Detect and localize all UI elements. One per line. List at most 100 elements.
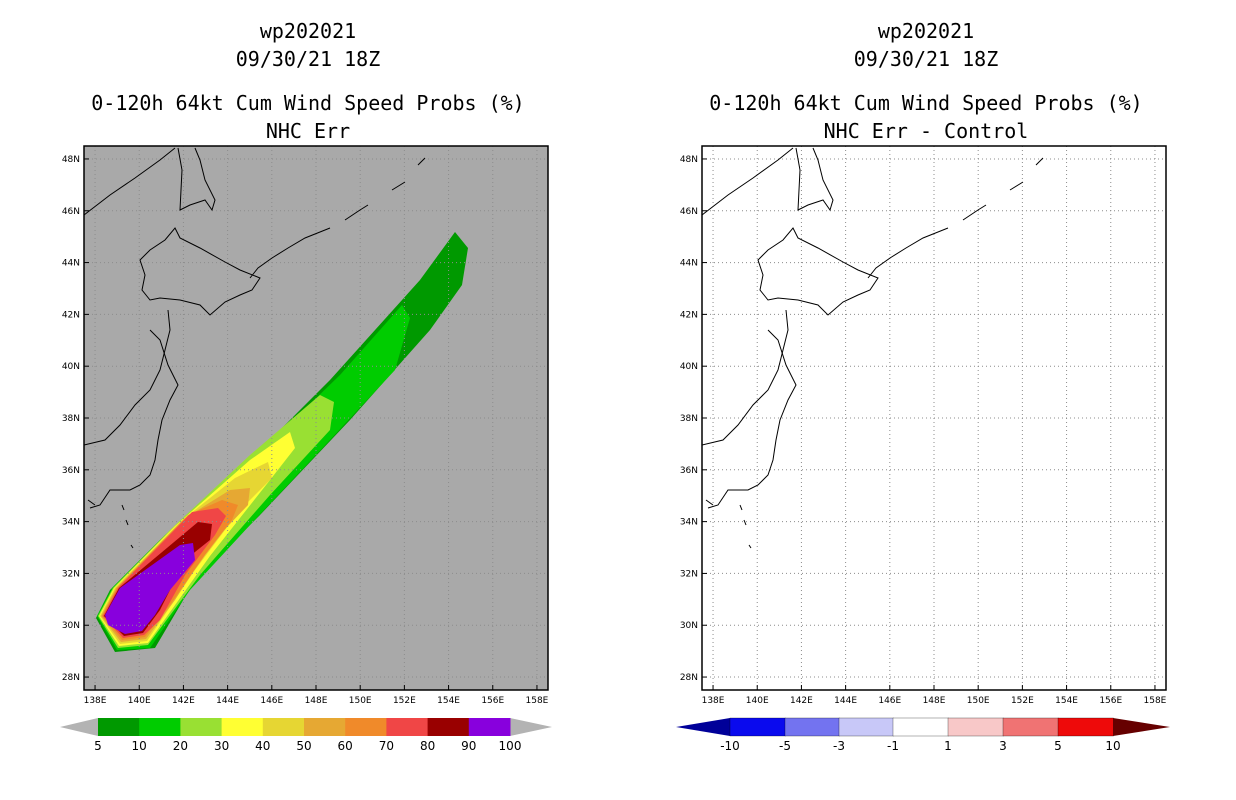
x-tick-label: 152E (393, 696, 416, 706)
colorbar-segment (947, 717, 1004, 737)
colorbar-segment (98, 718, 140, 736)
sakhalin-coast (795, 147, 834, 212)
colorbar-label: 40 (255, 739, 270, 753)
honshu-coast (705, 329, 797, 509)
y-tick-label: 44N (62, 259, 80, 269)
x-tick-label: 158E (1144, 696, 1167, 706)
left-panel: wp202021 09/30/21 18Z 0-120h 64kt Cum Wi… (60, 19, 552, 753)
colorbar-label: 5 (94, 739, 102, 753)
colorbar-label: 90 (461, 739, 476, 753)
colorbar-segment (304, 718, 346, 736)
x-tick-label: 138E (702, 696, 725, 706)
y-tick-label: 40N (680, 362, 698, 372)
y-tick-label: 30N (62, 621, 80, 631)
right-axis-ticks: 138E 140E 142E 144E 146E 148E 150E 152E 154E 156E… (680, 155, 1167, 706)
colorbar-label: -10 (720, 739, 740, 753)
colorbar-label: 5 (1054, 739, 1062, 753)
x-tick-label: 150E (967, 696, 990, 706)
colorbar-segment (386, 718, 429, 736)
colorbar-label: -3 (833, 739, 845, 753)
y-tick-label: 28N (62, 673, 80, 683)
colorbar-label: 100 (499, 739, 522, 753)
y-tick-label: 34N (62, 518, 80, 528)
y-tick-label: 42N (680, 310, 698, 320)
left-grid-lines (84, 146, 548, 690)
colorbar-end-high (1113, 718, 1170, 736)
colorbar-segment (1002, 717, 1059, 737)
colorbar-end-high (510, 718, 552, 736)
x-tick-label: 142E (172, 696, 195, 706)
y-tick-label: 46N (680, 207, 698, 217)
colorbar-segment (221, 718, 264, 736)
colorbar-segment (468, 718, 511, 736)
y-tick-label: 48N (680, 155, 698, 165)
left-coastlines (84, 147, 426, 549)
izu-islands (739, 504, 752, 549)
right-map-area (702, 146, 1166, 690)
x-tick-label: 158E (526, 696, 549, 706)
colorbar-label: 30 (214, 739, 229, 753)
honshu-coast (87, 329, 179, 509)
x-tick-label: 142E (790, 696, 813, 706)
x-tick-label: 144E (216, 696, 239, 706)
left-title-product: 0-120h 64kt Cum Wind Speed Probs (%) (91, 91, 524, 115)
kuril-islands (867, 157, 1044, 279)
y-tick-label: 28N (680, 673, 698, 683)
colorbar-label: 10 (1105, 739, 1120, 753)
asia-mainland-coast (702, 147, 794, 446)
right-title-product: 0-120h 64kt Cum Wind Speed Probs (%) (709, 91, 1142, 115)
colorbar-segment (729, 717, 786, 737)
x-tick-label: 138E (84, 696, 107, 706)
x-tick-label: 150E (349, 696, 372, 706)
colorbar-label: 20 (173, 739, 188, 753)
x-tick-label: 146E (260, 696, 283, 706)
left-title-model: NHC Err (266, 119, 350, 143)
asia-mainland-coast (84, 147, 176, 446)
colorbar-segment (427, 718, 470, 736)
left-title-storm: wp202021 (260, 19, 356, 43)
y-tick-label: 48N (62, 155, 80, 165)
right-panel: wp202021 09/30/21 18Z 0-120h 64kt Cum Wi… (676, 19, 1170, 753)
y-tick-label: 36N (62, 466, 80, 476)
right-title-time: 09/30/21 18Z (854, 47, 999, 71)
left-colorbar: 5 10 20 30 40 50 60 70 80 90 100 (60, 718, 552, 753)
colorbar-segment (180, 718, 223, 736)
colorbar-label: 3 (999, 739, 1007, 753)
x-tick-label: 154E (1055, 696, 1078, 706)
colorbar-label: 10 (132, 739, 147, 753)
sakhalin-coast (177, 147, 216, 212)
x-tick-label: 156E (481, 696, 504, 706)
right-coastlines (702, 147, 1044, 549)
colorbar-end-low (676, 718, 730, 736)
colorbar-segment (1057, 717, 1114, 737)
x-tick-label: 152E (1011, 696, 1034, 706)
colorbar-segment (345, 718, 387, 736)
contour-90pct (105, 543, 195, 634)
left-axis-ticks: 138E 140E 142E 144E 146E 148E 150E 152E 154E 156E… (62, 155, 549, 706)
right-grid-lines (702, 146, 1166, 690)
colorbar-segment (892, 717, 949, 737)
left-map-area (84, 146, 548, 690)
left-title-time: 09/30/21 18Z (236, 47, 381, 71)
colorbar-segment (784, 717, 840, 737)
x-tick-label: 154E (437, 696, 460, 706)
x-tick-label: 148E (923, 696, 946, 706)
y-tick-label: 44N (680, 259, 698, 269)
colorbar-label: 60 (338, 739, 353, 753)
x-tick-label: 146E (878, 696, 901, 706)
right-title-model: NHC Err - Control (824, 119, 1029, 143)
colorbar-label: 1 (944, 739, 952, 753)
x-tick-label: 144E (834, 696, 857, 706)
y-tick-label: 32N (680, 569, 698, 579)
hokkaido-coast (757, 227, 879, 316)
colorbar-end-low (60, 718, 98, 736)
izu-islands (121, 504, 134, 549)
colorbar-label: -1 (887, 739, 899, 753)
colorbar-label: -5 (779, 739, 791, 753)
hokkaido-coast (139, 227, 261, 316)
x-tick-label: 156E (1099, 696, 1122, 706)
y-tick-label: 38N (680, 414, 698, 424)
colorbar-segment (139, 718, 181, 736)
colorbar-segment (838, 717, 894, 737)
